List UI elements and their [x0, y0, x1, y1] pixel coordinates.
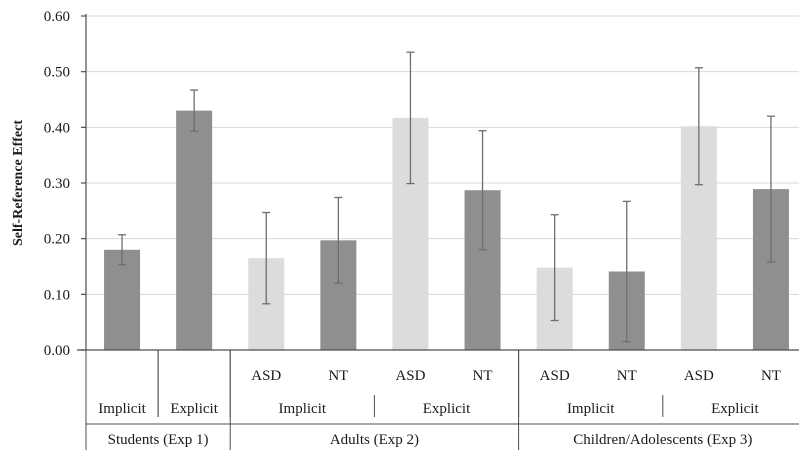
group-label: NT	[761, 368, 781, 384]
x-axis-category-table: ASD NT ASD NT ASD NT ASD NT Implicit Explicit Impl…	[85, 350, 799, 450]
experiment-label: Adults (Exp 2)	[330, 432, 419, 448]
group-label: ASD	[684, 368, 714, 384]
group-label: NT	[473, 368, 493, 384]
y-tick-label: 0.10	[44, 287, 70, 303]
y-tick-label: 0.50	[44, 65, 70, 81]
y-axis-ticks: 0.00 0.10 0.20 0.30 0.40 0.50 0.60	[44, 9, 70, 359]
y-axis-label: Self-Reference Effect	[11, 120, 26, 246]
y-tick-label: 0.00	[44, 343, 70, 359]
group-label: ASD	[251, 368, 281, 384]
bars	[104, 110, 789, 351]
bar	[104, 249, 141, 350]
axes	[77, 14, 799, 351]
y-tick-label: 0.60	[44, 9, 70, 25]
task-label: Explicit	[711, 401, 759, 417]
experiment-label: Children/Adolescents (Exp 3)	[573, 432, 752, 448]
group-label: NT	[617, 368, 637, 384]
bar	[176, 110, 213, 350]
task-label: Explicit	[423, 401, 471, 417]
task-label: Implicit	[279, 401, 327, 417]
y-tick-label: 0.30	[44, 176, 70, 192]
group-label: NT	[328, 368, 348, 384]
task-label: Explicit	[170, 401, 218, 417]
y-tick-label: 0.40	[44, 120, 70, 136]
task-label: Implicit	[567, 401, 615, 417]
group-label: ASD	[395, 368, 425, 384]
experiment-label: Students (Exp 1)	[108, 432, 209, 448]
y-tick-label: 0.20	[44, 232, 70, 248]
error-bars	[118, 51, 775, 343]
group-label: ASD	[540, 368, 570, 384]
task-label: Implicit	[98, 401, 146, 417]
